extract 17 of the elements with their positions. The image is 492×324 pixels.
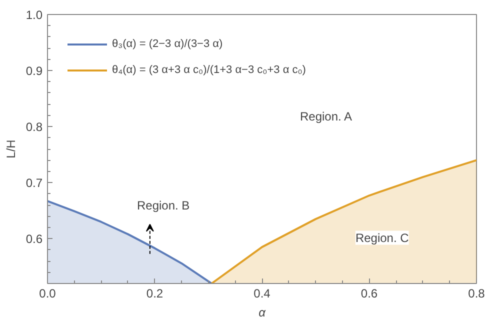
y-tick-label: 0.8	[26, 120, 43, 134]
x-axis-title: α	[258, 306, 267, 320]
y-tick-label: 1.0	[26, 8, 43, 22]
legend-label: θ₃(α) = (2−3 α)/(3−3 α)	[112, 38, 223, 50]
legend-label: θ₄(α) = (3 α+3 α c₀)/(1+3 α−3 c₀+3 α c₀)	[112, 64, 306, 76]
x-tick-label: 0.2	[146, 286, 164, 300]
annotation: Region. C	[355, 230, 410, 245]
y-axis-title: L/H	[4, 140, 18, 158]
x-tick-label: 0.6	[360, 286, 378, 300]
y-tick-label: 0.9	[26, 64, 43, 78]
x-tick-label: 0.8	[468, 286, 486, 300]
y-tick-label: 0.6	[26, 232, 43, 246]
x-tick-label: 0.0	[39, 286, 56, 300]
annotation: Region. A	[300, 110, 352, 124]
x-tick-label: 0.4	[254, 286, 271, 300]
y-tick-label: 0.7	[26, 176, 43, 190]
annotation: Region. B	[136, 198, 190, 212]
